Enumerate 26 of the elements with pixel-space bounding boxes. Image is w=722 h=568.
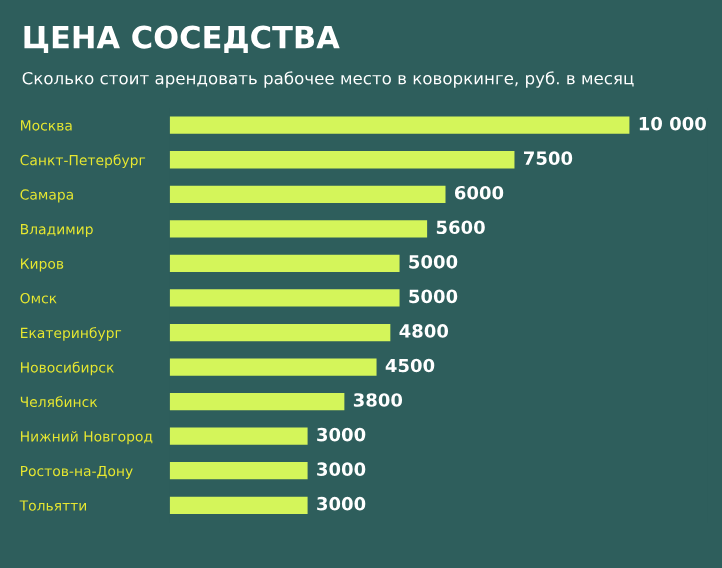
data-label: 4800 [399,324,449,338]
bar [169,289,400,307]
data-label: 3000 [317,427,366,442]
data-label: 5600 [436,220,485,235]
data-label: 3800 [353,393,403,407]
bar [169,323,391,342]
data-label: 6000 [454,185,504,200]
data-label: 3000 [317,496,366,511]
data-label: 7500 [524,151,573,165]
bar [169,462,308,480]
bar [169,151,515,169]
bar [169,220,428,238]
data-label: 10 000 [639,116,706,131]
data-label: 5000 [409,289,458,304]
data-label: 4500 [385,358,435,373]
bar [169,116,630,134]
chart-subtitle: Сколько стоит арендовать рабочее место в коворкинге, руб. в месяц [22,71,634,88]
data-label: 5000 [409,254,458,269]
bar [169,427,308,445]
bar [169,496,308,514]
bar [169,358,377,376]
bar [169,185,446,203]
bar [169,254,400,273]
bar [169,392,345,411]
data-label: 3000 [317,462,366,476]
chart-title: ЦЕНА СОСЕДСТВА [24,25,340,53]
